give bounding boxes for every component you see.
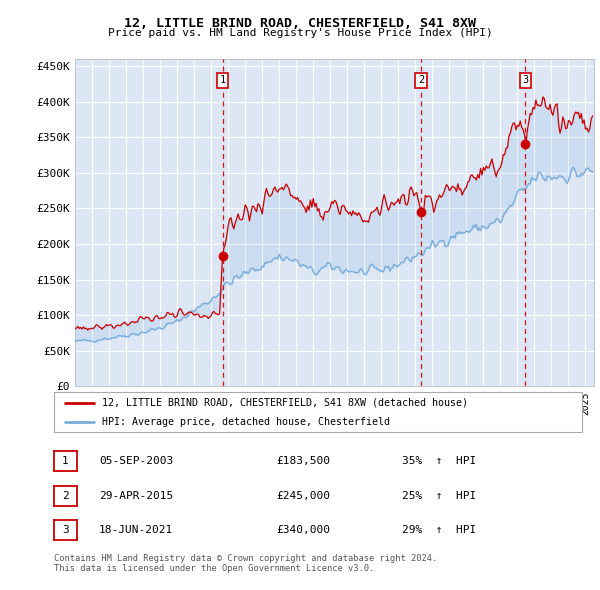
Text: 3: 3: [522, 76, 529, 86]
Text: 2: 2: [418, 76, 424, 86]
Text: HPI: Average price, detached house, Chesterfield: HPI: Average price, detached house, Ches…: [101, 417, 389, 427]
Text: 18-JUN-2021: 18-JUN-2021: [99, 525, 173, 535]
Text: 1: 1: [220, 76, 226, 86]
Text: 29%  ↑  HPI: 29% ↑ HPI: [402, 525, 476, 535]
Text: Contains HM Land Registry data © Crown copyright and database right 2024.
This d: Contains HM Land Registry data © Crown c…: [54, 554, 437, 573]
Text: 05-SEP-2003: 05-SEP-2003: [99, 457, 173, 466]
Text: 29-APR-2015: 29-APR-2015: [99, 491, 173, 500]
Text: 25%  ↑  HPI: 25% ↑ HPI: [402, 491, 476, 500]
Text: 35%  ↑  HPI: 35% ↑ HPI: [402, 457, 476, 466]
Text: 3: 3: [62, 525, 69, 535]
Text: Price paid vs. HM Land Registry's House Price Index (HPI): Price paid vs. HM Land Registry's House …: [107, 28, 493, 38]
Text: £183,500: £183,500: [276, 457, 330, 466]
Text: 2: 2: [62, 491, 69, 500]
Text: 12, LITTLE BRIND ROAD, CHESTERFIELD, S41 8XW: 12, LITTLE BRIND ROAD, CHESTERFIELD, S41…: [124, 17, 476, 30]
Text: 12, LITTLE BRIND ROAD, CHESTERFIELD, S41 8XW (detached house): 12, LITTLE BRIND ROAD, CHESTERFIELD, S41…: [101, 398, 467, 408]
Text: £245,000: £245,000: [276, 491, 330, 500]
Text: 1: 1: [62, 457, 69, 466]
Text: £340,000: £340,000: [276, 525, 330, 535]
